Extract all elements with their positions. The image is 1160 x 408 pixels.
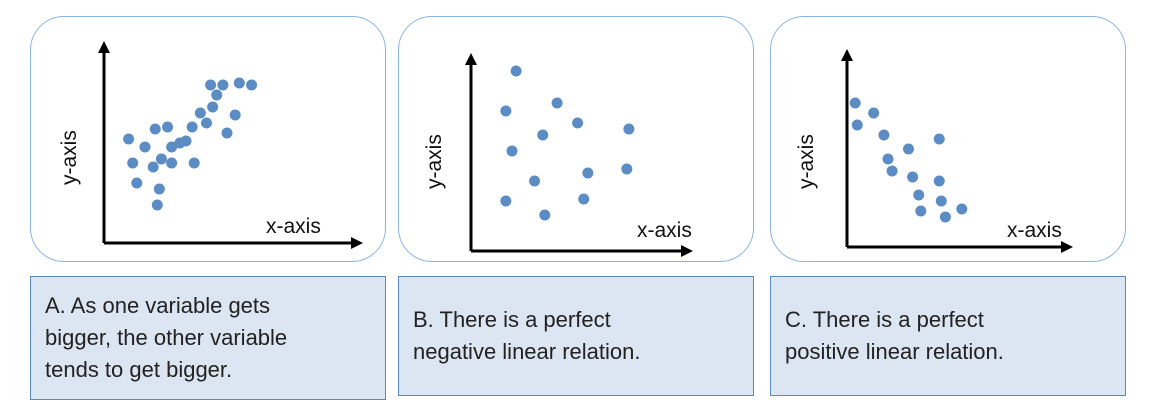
- data-point-4: [878, 129, 890, 141]
- data-point-2: [851, 119, 863, 131]
- data-point-2: [506, 145, 518, 157]
- data-point-25: [233, 77, 245, 89]
- data-point-7: [539, 209, 551, 221]
- data-points: [849, 97, 968, 223]
- data-point-24: [229, 109, 241, 121]
- data-point-9: [155, 153, 167, 165]
- data-point-3: [131, 177, 143, 189]
- caption-c-line-2: positive linear relation.: [785, 339, 1004, 364]
- data-point-3: [868, 107, 880, 119]
- data-point-5: [529, 175, 541, 187]
- data-point-1: [123, 133, 135, 145]
- data-point-15: [186, 121, 198, 133]
- data-point-11: [933, 133, 945, 145]
- data-point-8: [151, 199, 163, 211]
- data-point-8: [907, 171, 919, 183]
- data-point-21: [207, 101, 219, 113]
- data-point-12: [933, 175, 945, 187]
- data-point-13: [621, 163, 633, 175]
- data-point-2: [127, 157, 139, 169]
- data-point-23: [221, 127, 233, 139]
- panel-a: x-axis y-axis: [30, 16, 386, 262]
- data-point-7: [903, 143, 914, 155]
- caption-a-line-1: A. As one variable gets: [45, 293, 271, 318]
- caption-c: C. There is a perfect positive linear re…: [770, 276, 1126, 396]
- scatter-chart-a: x-axis y-axis: [58, 41, 363, 249]
- data-point-11: [578, 193, 590, 205]
- caption-a-line-2: bigger, the other variable: [45, 325, 288, 350]
- data-point-6: [537, 129, 549, 141]
- data-point-5: [149, 123, 161, 135]
- x-axis-arrow: [351, 237, 363, 249]
- x-axis-label: x-axis: [1007, 219, 1062, 242]
- data-point-4: [139, 141, 151, 153]
- x-axis-arrow: [681, 245, 693, 257]
- data-point-15: [956, 203, 968, 215]
- data-point-14: [180, 135, 192, 147]
- panel-c: x-axis y-axis: [770, 16, 1126, 262]
- data-point-12: [623, 123, 635, 135]
- caption-a: A. As one variable gets bigger, the othe…: [30, 276, 386, 400]
- data-point-4: [510, 65, 522, 77]
- data-point-12: [166, 141, 178, 153]
- data-point-10: [582, 167, 594, 179]
- x-axis-arrow: [1061, 241, 1073, 253]
- data-point-8: [551, 97, 563, 109]
- data-point-1: [500, 105, 512, 117]
- data-point-6: [886, 165, 898, 177]
- data-point-19: [205, 79, 217, 91]
- scatter-chart-c: x-axis y-axis: [795, 49, 1073, 253]
- x-axis-label: x-axis: [637, 219, 692, 242]
- panel-b: x-axis y-axis: [398, 16, 754, 262]
- caption-a-line-3: tends to get bigger.: [45, 357, 233, 382]
- y-axis-label: y-axis: [795, 134, 818, 189]
- caption-b: B. There is a perfect negative linear re…: [398, 276, 754, 396]
- data-point-13: [935, 195, 947, 207]
- y-axis-label: y-axis: [58, 130, 81, 185]
- data-point-26: [246, 79, 258, 91]
- y-axis-arrow: [465, 53, 477, 65]
- caption-b-line-1: B. There is a perfect: [413, 307, 611, 332]
- data-point-10: [162, 121, 174, 133]
- data-point-9: [913, 189, 925, 201]
- data-point-17: [194, 107, 206, 119]
- data-point-3: [500, 195, 512, 207]
- data-point-14: [939, 211, 951, 223]
- y-axis-arrow: [841, 49, 853, 61]
- data-points: [123, 77, 258, 211]
- y-axis-arrow: [98, 41, 110, 53]
- data-point-1: [849, 97, 861, 109]
- data-point-18: [201, 117, 212, 129]
- x-axis-label: x-axis: [266, 215, 321, 238]
- y-axis-label: y-axis: [423, 134, 446, 189]
- scatter-chart-b: x-axis y-axis: [423, 53, 693, 257]
- data-point-6: [147, 161, 159, 173]
- caption-b-line-2: negative linear relation.: [413, 339, 641, 364]
- data-point-22: [217, 79, 229, 91]
- data-point-16: [188, 157, 200, 169]
- data-point-7: [153, 183, 165, 195]
- data-point-5: [882, 153, 894, 165]
- caption-c-line-1: C. There is a perfect: [785, 307, 984, 332]
- data-points: [500, 65, 635, 221]
- data-point-10: [915, 205, 927, 217]
- data-point-9: [572, 117, 584, 129]
- data-point-11: [166, 157, 178, 169]
- data-point-20: [211, 89, 223, 101]
